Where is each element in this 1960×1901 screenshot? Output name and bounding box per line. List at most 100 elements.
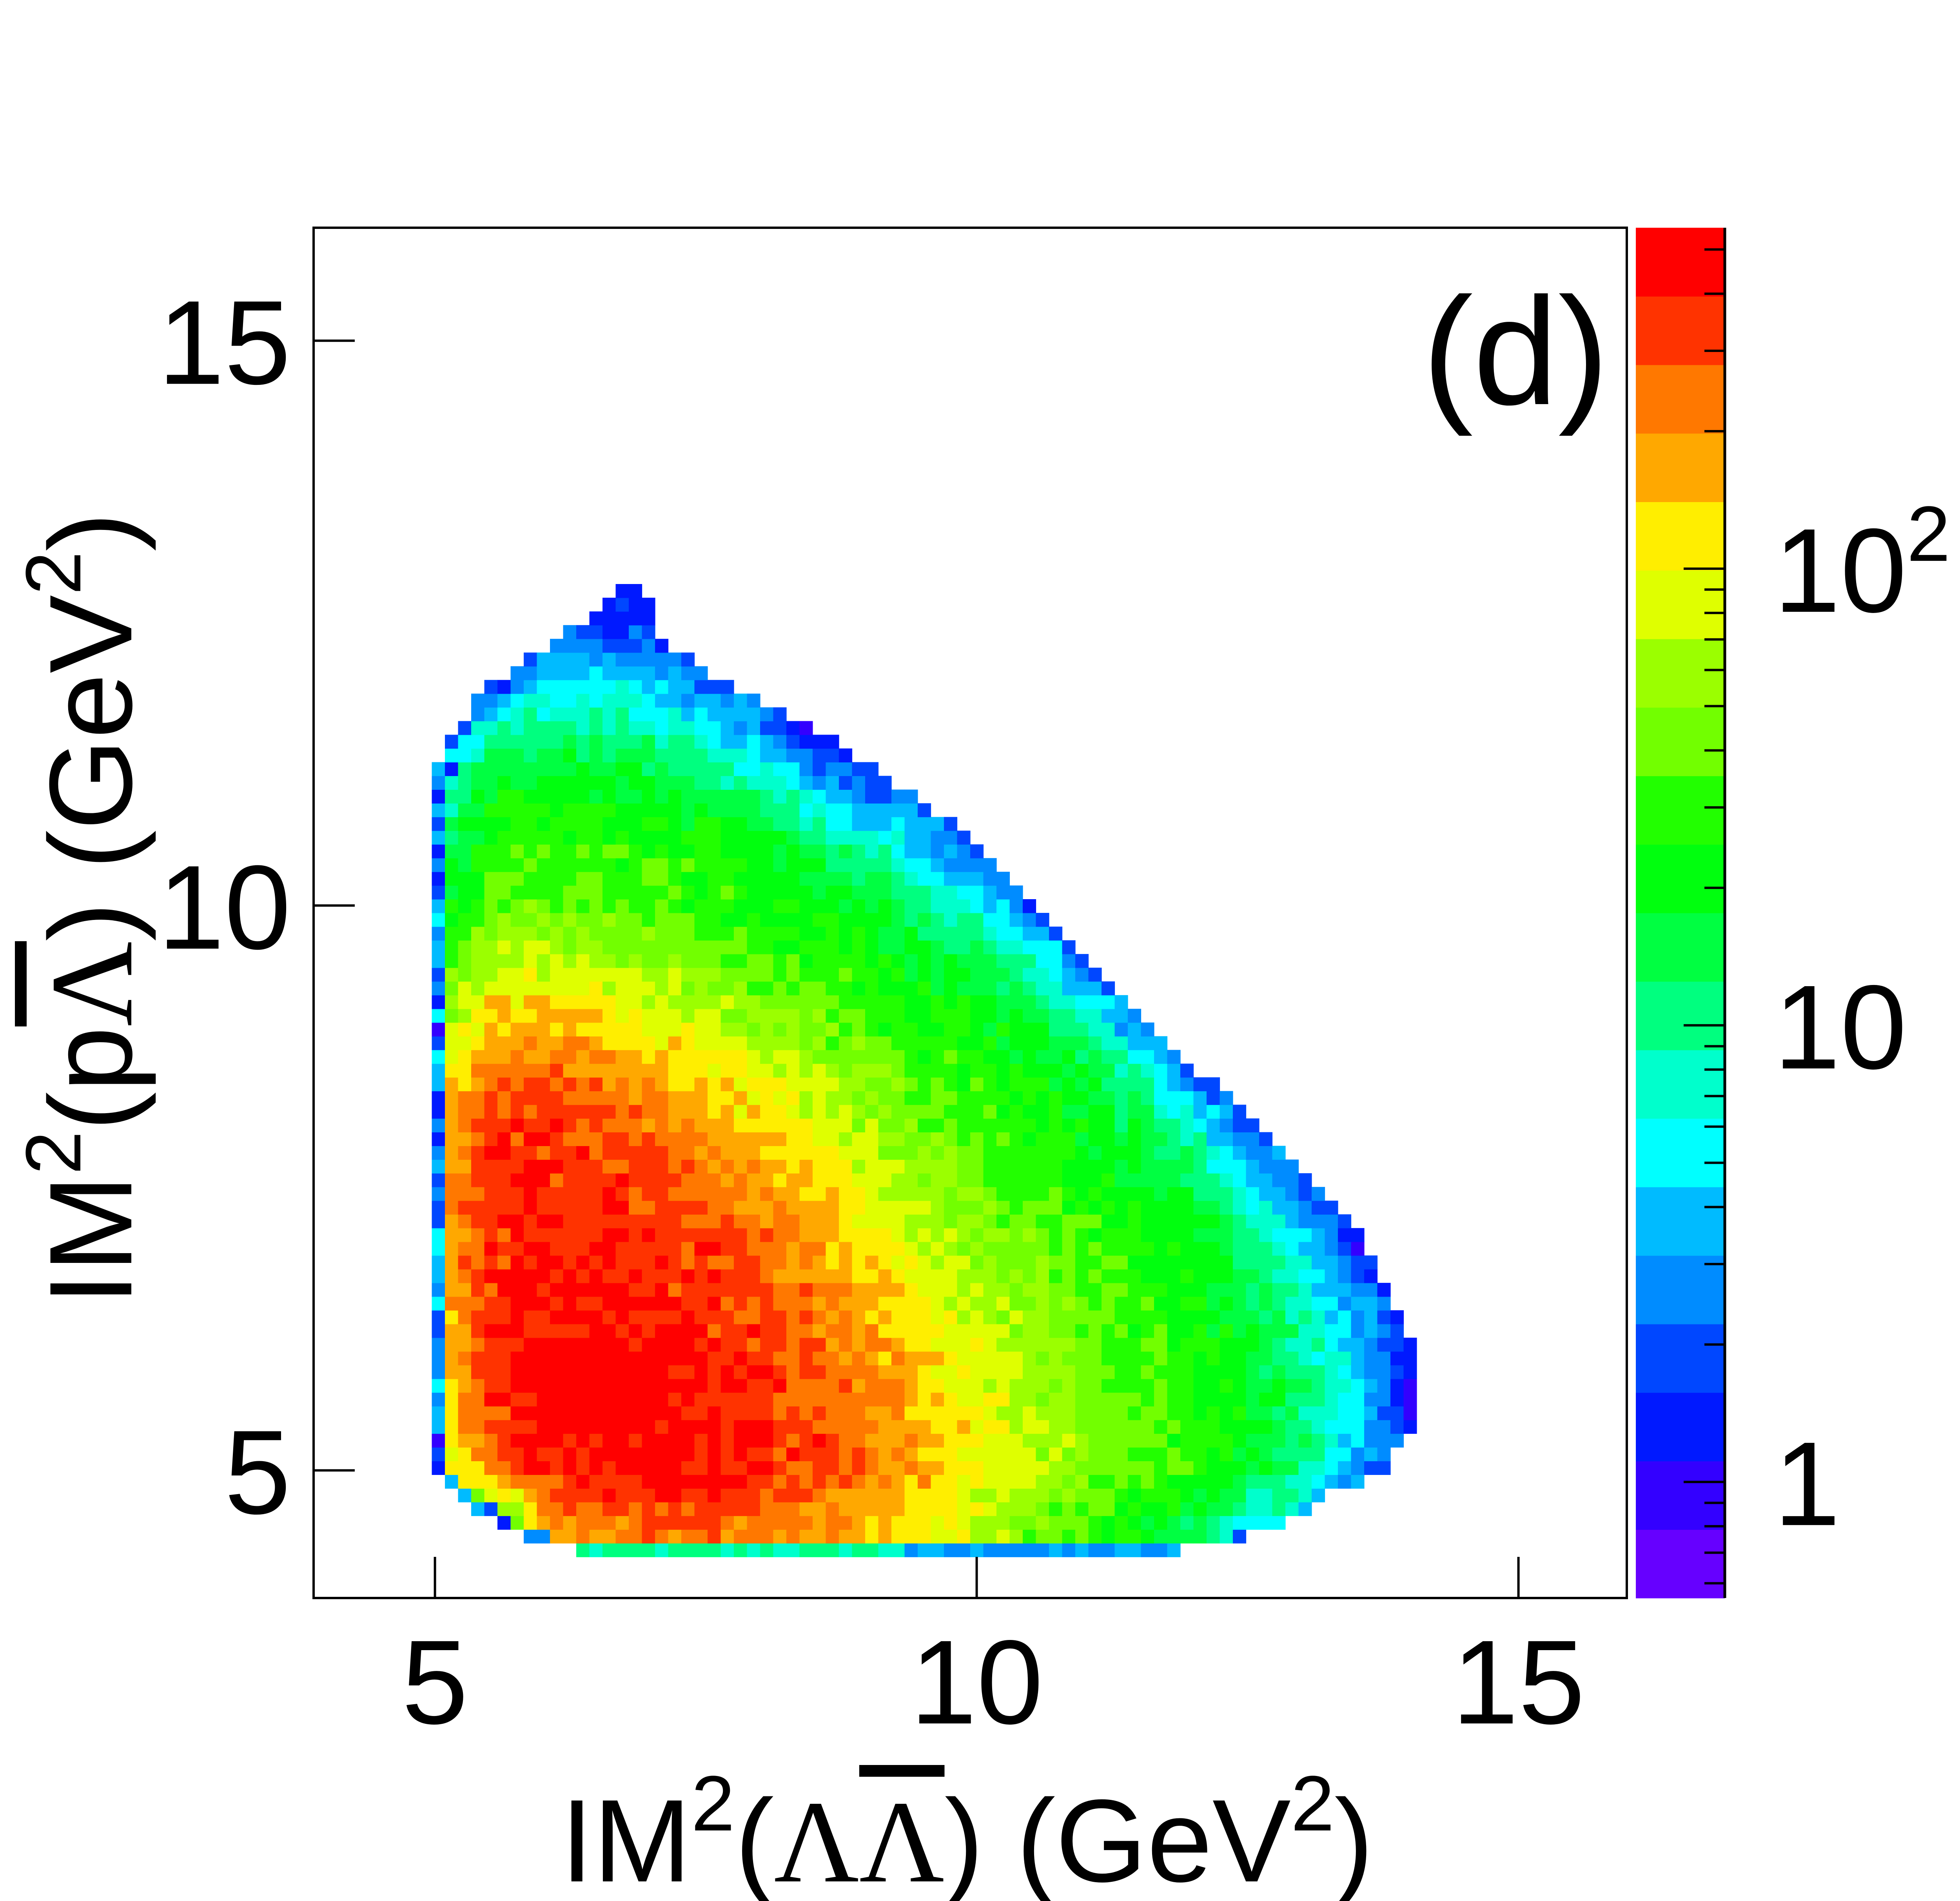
heatmap-bin bbox=[458, 885, 472, 900]
heatmap-bin bbox=[629, 1050, 642, 1064]
heatmap-bin bbox=[931, 995, 944, 1009]
heatmap-bin bbox=[1023, 1502, 1036, 1516]
heatmap-bin bbox=[524, 1201, 537, 1215]
heatmap-bin bbox=[681, 1228, 695, 1242]
heatmap-bin bbox=[708, 721, 721, 735]
heatmap-bin bbox=[970, 1269, 984, 1283]
heatmap-bin bbox=[931, 1050, 944, 1064]
heatmap-bin bbox=[694, 707, 708, 722]
heatmap-bin bbox=[904, 1365, 918, 1379]
heatmap-bin bbox=[497, 1105, 511, 1119]
heatmap-bin bbox=[813, 927, 826, 941]
heatmap-bin bbox=[1062, 1516, 1076, 1530]
heatmap-bin bbox=[497, 1310, 511, 1324]
heatmap-bin bbox=[524, 858, 537, 872]
heatmap-bin bbox=[813, 1310, 826, 1324]
heatmap-bin bbox=[497, 899, 511, 913]
heatmap-bin bbox=[694, 1105, 708, 1119]
heatmap-bin bbox=[720, 762, 734, 776]
heatmap-bin bbox=[865, 762, 879, 776]
heatmap-bin bbox=[445, 1324, 459, 1338]
heatmap-bin bbox=[642, 1379, 655, 1393]
heatmap-bin bbox=[1167, 1063, 1181, 1078]
heatmap-bin bbox=[1246, 1173, 1259, 1187]
heatmap-bin bbox=[786, 1379, 800, 1393]
heatmap-bin bbox=[996, 1009, 1010, 1023]
heatmap-bin bbox=[1154, 1269, 1168, 1283]
heatmap-bin bbox=[589, 817, 603, 831]
heatmap-bin bbox=[603, 625, 616, 639]
heatmap-bin bbox=[1259, 1242, 1273, 1256]
heatmap-bin bbox=[904, 1132, 918, 1146]
heatmap-bin bbox=[576, 1392, 590, 1407]
heatmap-bin bbox=[550, 1282, 564, 1297]
heatmap-bin bbox=[642, 872, 655, 886]
heatmap-bin bbox=[865, 1529, 879, 1544]
heatmap-bin bbox=[668, 1392, 682, 1407]
heatmap-bins bbox=[432, 584, 1417, 1557]
heatmap-bin bbox=[445, 1296, 459, 1311]
heatmap-bin bbox=[799, 967, 813, 982]
heatmap-bin bbox=[510, 1406, 524, 1420]
heatmap-bin bbox=[957, 858, 971, 872]
heatmap-bin bbox=[865, 844, 879, 858]
heatmap-bin bbox=[891, 1516, 905, 1530]
heatmap-bin bbox=[786, 1201, 800, 1215]
heatmap-bin bbox=[1351, 1296, 1365, 1311]
heatmap-bin bbox=[550, 1187, 564, 1201]
heatmap-bin bbox=[524, 707, 537, 722]
heatmap-bin bbox=[550, 927, 564, 941]
heatmap-bin bbox=[931, 1255, 944, 1270]
heatmap-bin bbox=[1167, 1310, 1181, 1324]
heatmap-bin bbox=[615, 639, 629, 653]
heatmap-bin bbox=[891, 858, 905, 872]
heatmap-bin bbox=[655, 803, 669, 817]
heatmap-bin bbox=[1023, 1091, 1036, 1105]
heatmap-bin bbox=[1312, 1365, 1325, 1379]
heatmap-bin bbox=[681, 1392, 695, 1407]
heatmap-bin bbox=[642, 1159, 655, 1174]
heatmap-bin bbox=[1207, 1475, 1220, 1489]
heatmap-bin bbox=[642, 1201, 655, 1215]
heatmap-bin bbox=[957, 1255, 971, 1270]
heatmap-bin bbox=[615, 1447, 629, 1461]
heatmap-bin bbox=[944, 817, 958, 831]
heatmap-bin bbox=[865, 1324, 879, 1338]
heatmap-bin bbox=[786, 1310, 800, 1324]
heatmap-bin bbox=[1285, 1296, 1299, 1311]
heatmap-bin bbox=[484, 1022, 498, 1037]
heatmap-bin bbox=[799, 1433, 813, 1448]
heatmap-bin bbox=[839, 776, 853, 790]
heatmap-bin bbox=[668, 1228, 682, 1242]
heatmap-bin bbox=[537, 967, 550, 982]
heatmap-bin bbox=[983, 1447, 997, 1461]
heatmap-bin bbox=[1075, 1091, 1089, 1105]
heatmap-bin bbox=[839, 789, 853, 804]
heatmap-bin bbox=[786, 721, 800, 735]
heatmap-bin bbox=[747, 831, 760, 845]
heatmap-bin bbox=[537, 666, 550, 680]
heatmap-bin bbox=[852, 1406, 866, 1420]
heatmap-bin bbox=[708, 1337, 721, 1352]
heatmap-bin bbox=[839, 1296, 853, 1311]
heatmap-bin bbox=[708, 1159, 721, 1174]
heatmap-bin bbox=[1114, 1529, 1128, 1544]
heatmap-bin bbox=[445, 748, 459, 763]
y-tick-label: 15 bbox=[158, 276, 291, 409]
heatmap-bin bbox=[839, 1529, 853, 1544]
heatmap-bin bbox=[1312, 1296, 1325, 1311]
heatmap-bin bbox=[1154, 1118, 1168, 1132]
heatmap-bin bbox=[1049, 1475, 1063, 1489]
heatmap-bin bbox=[1233, 1173, 1247, 1187]
heatmap-bin bbox=[865, 1282, 879, 1297]
heatmap-bin bbox=[865, 803, 879, 817]
x-tick-label: 5 bbox=[402, 1615, 468, 1749]
heatmap-bin bbox=[445, 1351, 459, 1366]
heatmap-bin bbox=[563, 1529, 577, 1544]
heatmap-bin bbox=[957, 1324, 971, 1338]
heatmap-bin bbox=[681, 1296, 695, 1311]
heatmap-bin bbox=[970, 1502, 984, 1516]
heatmap-bin bbox=[734, 1242, 748, 1256]
heatmap-bin bbox=[891, 803, 905, 817]
heatmap-bin bbox=[813, 789, 826, 804]
